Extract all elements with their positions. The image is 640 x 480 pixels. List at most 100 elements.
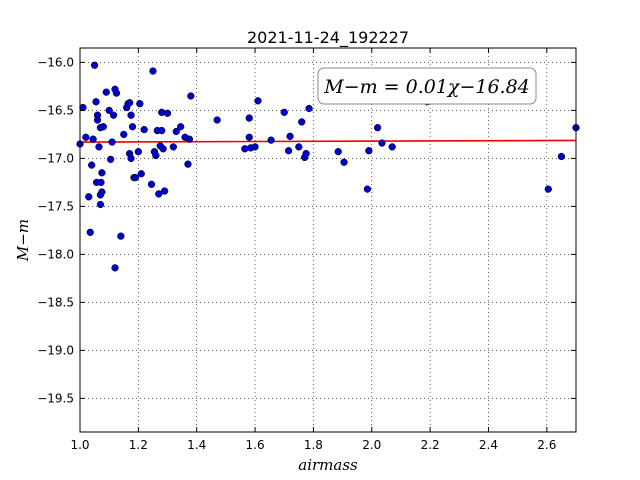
data-point (245, 133, 253, 141)
data-point (373, 124, 382, 132)
data-point (93, 116, 102, 124)
data-point (147, 180, 156, 188)
data-point (120, 130, 128, 139)
data-point (117, 232, 125, 240)
data-point (184, 160, 192, 168)
data-point (86, 228, 94, 236)
data-point (134, 148, 143, 156)
data-point (363, 185, 372, 193)
annotation-frame (317, 67, 537, 105)
data-point (98, 169, 106, 177)
data-point (172, 127, 180, 136)
chart-title: 2021-11-24_192227 (247, 28, 409, 48)
data-point (112, 89, 121, 97)
data-point (136, 100, 144, 108)
data-point (557, 152, 566, 161)
data-point (280, 108, 288, 116)
data-point (108, 138, 116, 146)
x-tick-label: 2.4 (479, 438, 498, 452)
data-point (85, 193, 93, 201)
data-point (334, 148, 342, 156)
data-point (254, 97, 262, 105)
data-point (298, 118, 306, 126)
data-point (95, 143, 103, 151)
data-point (127, 154, 135, 163)
data-point (106, 155, 115, 164)
data-point (187, 92, 195, 100)
data-point (213, 116, 221, 124)
y-tick-label: −17.0 (37, 151, 74, 165)
data-point (125, 99, 134, 107)
fit-line-group (79, 139, 577, 143)
data-point (127, 111, 135, 119)
data-point (128, 123, 137, 131)
y-tick-label: −17.5 (37, 199, 74, 213)
y-tick-label: −16.5 (37, 103, 74, 117)
data-point (131, 173, 140, 182)
y-axis-label: M−m (14, 219, 32, 262)
annotation-box: M−m = 0.01χ−16.84 (317, 67, 537, 105)
y-tick-label: −19.0 (37, 343, 74, 357)
data-point (96, 200, 105, 209)
data-point (99, 123, 107, 131)
y-tick-label: −18.0 (37, 247, 74, 261)
x-axis-label: airmass (298, 456, 358, 474)
data-point (111, 264, 119, 272)
data-point (267, 136, 275, 144)
x-tick-label: 2.6 (537, 438, 556, 452)
data-point (251, 143, 259, 151)
fit-equation-annotation: M−m = 0.01χ−16.84 (323, 76, 530, 98)
data-point (177, 123, 185, 131)
data-point (152, 151, 160, 160)
data-point (89, 135, 97, 143)
data-point (137, 170, 145, 178)
y-tick-label: −18.5 (37, 295, 74, 309)
data-point (102, 88, 110, 96)
data-point (340, 158, 348, 166)
data-point (302, 149, 310, 158)
data-point (160, 187, 169, 195)
y-ticks: −16.0 −16.5 −17.0 −17.5 −18.0 −18.5 −19.0 −19.5 (37, 55, 576, 405)
fit-line (79, 139, 577, 143)
data-point (159, 145, 167, 153)
x-tick-label: 1.4 (187, 438, 206, 452)
data-point (79, 103, 87, 112)
y-tick-label: −19.5 (37, 391, 74, 405)
data-point (98, 188, 106, 196)
data-point (305, 104, 313, 113)
data-point (378, 139, 386, 147)
data-point (105, 106, 113, 115)
x-tick-label: 1.0 (70, 438, 89, 452)
data-point (185, 135, 194, 143)
data-point (544, 185, 552, 193)
data-point (245, 114, 253, 122)
data-point (90, 61, 99, 69)
x-tick-label: 1.8 (304, 438, 323, 452)
data-point (149, 67, 157, 75)
data-point (365, 147, 373, 155)
y-tick-label: −16.0 (37, 55, 74, 69)
data-point (109, 111, 118, 119)
data-point (388, 143, 396, 151)
data-point (284, 147, 293, 155)
x-ticks: 1.0 1.2 1.4 1.6 1.8 2.0 2.2 2.4 2.6 (70, 48, 556, 452)
data-point (82, 133, 90, 141)
data-point (158, 126, 166, 135)
x-tick-label: 2.0 (362, 438, 381, 452)
data-point (295, 143, 303, 151)
data-point (169, 143, 178, 151)
data-point (140, 125, 148, 134)
data-point (88, 161, 96, 169)
grid-lines (79, 48, 576, 432)
plot-frame (79, 47, 577, 433)
data-point (92, 98, 100, 106)
x-tick-label: 2.2 (421, 438, 440, 452)
data-point (163, 109, 172, 117)
x-tick-label: 1.6 (246, 438, 265, 452)
plot-area (80, 48, 576, 432)
data-point (97, 178, 105, 187)
data-point (155, 190, 163, 198)
data-point (286, 132, 294, 140)
x-tick-label: 1.2 (129, 438, 148, 452)
